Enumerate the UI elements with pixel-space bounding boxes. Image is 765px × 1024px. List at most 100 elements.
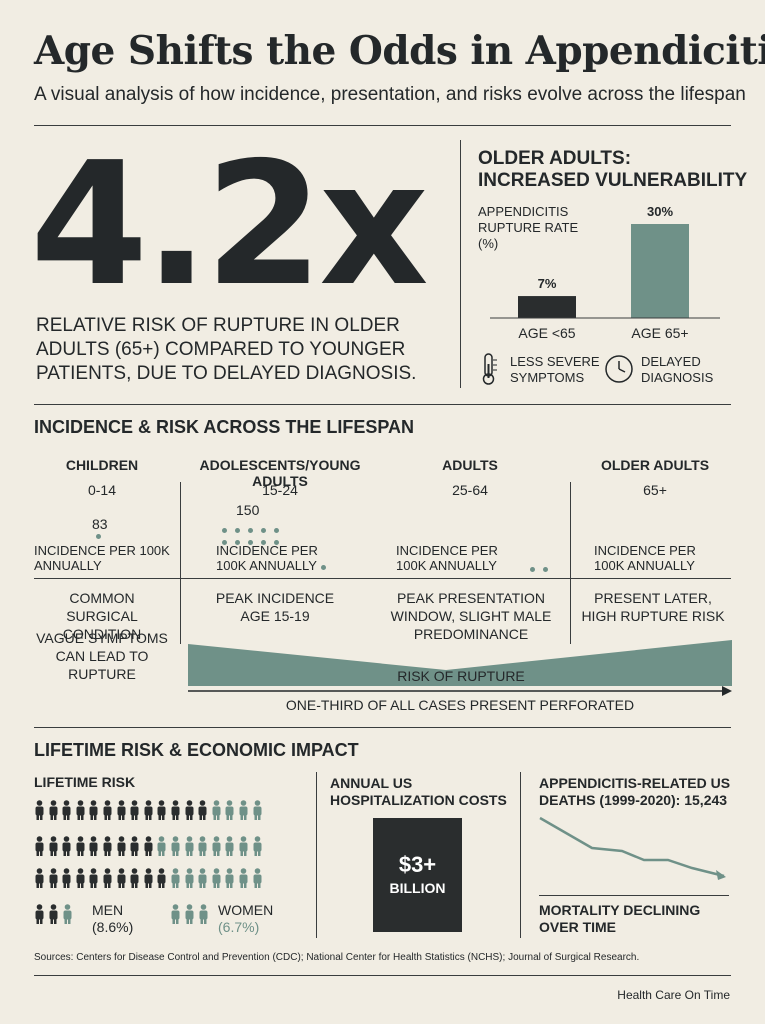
incidence-dot bbox=[248, 540, 253, 545]
person-icon bbox=[198, 836, 207, 856]
incidence-dot bbox=[261, 540, 266, 545]
mortality-caption: MORTALITY DECLINING OVER TIME bbox=[539, 902, 701, 935]
incidence-dot bbox=[222, 528, 227, 533]
deaths-label: APPENDICITIS-RELATED US DEATHS (1999-202… bbox=[539, 775, 731, 808]
person-icon bbox=[76, 836, 85, 856]
person-icon bbox=[157, 800, 166, 820]
divider bbox=[520, 772, 521, 938]
person-icon bbox=[212, 836, 221, 856]
person-icon bbox=[198, 800, 207, 820]
person-icon bbox=[49, 868, 58, 888]
incidence-label-adults: INCIDENCE PER 100k ANNUALLY bbox=[396, 543, 498, 573]
incidence-value-young-adults: 150 bbox=[236, 502, 260, 518]
person-icon bbox=[199, 904, 208, 924]
person-icon bbox=[157, 868, 166, 888]
person-icon bbox=[103, 800, 112, 820]
person-icon bbox=[198, 868, 207, 888]
men-label-block: MEN (8.6%) bbox=[92, 902, 133, 936]
incidence-dot bbox=[321, 565, 326, 570]
rupture-risk-band bbox=[188, 640, 732, 696]
group-name-adults: ADULTS bbox=[442, 457, 498, 473]
person-icon bbox=[185, 868, 194, 888]
incidence-dot bbox=[274, 540, 279, 545]
desc-young-adults: PEAK INCIDENCE AGE 15-19 bbox=[215, 590, 335, 624]
person-icon bbox=[117, 836, 126, 856]
women-value: (6.7%) bbox=[218, 919, 260, 935]
women-label: WOMEN bbox=[218, 902, 274, 918]
group-range-children: 0-14 bbox=[87, 482, 117, 498]
person-icon bbox=[239, 836, 248, 856]
sources-note: Sources: Centers for Disease Control and… bbox=[34, 952, 640, 963]
person-icon bbox=[63, 904, 72, 924]
bar-0 bbox=[518, 296, 576, 318]
divider bbox=[460, 140, 461, 388]
older-adults-heading-2: INCREASED VULNERABILITY bbox=[478, 170, 748, 191]
person-icon bbox=[171, 800, 180, 820]
incidence-dot bbox=[261, 528, 266, 533]
person-icon bbox=[185, 836, 194, 856]
mortality-trend-line bbox=[539, 816, 726, 880]
men-label: MEN bbox=[92, 902, 124, 918]
page-title: Age Shifts the Odds in Appendicitis bbox=[34, 28, 765, 74]
bar-1 bbox=[631, 224, 689, 318]
person-icon bbox=[117, 868, 126, 888]
desc-children-1: COMMON SURGICAL CONDITION bbox=[62, 590, 142, 642]
person-icon bbox=[239, 800, 248, 820]
lifespan-heading: INCIDENCE & RISK ACROSS THE LIFESPAN bbox=[34, 417, 415, 437]
incidence-dot bbox=[274, 528, 279, 533]
person-icon bbox=[103, 868, 112, 888]
person-icon bbox=[35, 836, 44, 856]
lifetime-risk-label: LIFETIME RISK bbox=[34, 774, 136, 790]
person-icon bbox=[35, 868, 44, 888]
person-icon bbox=[171, 904, 180, 924]
older-adults-heading-1: OLDER ADULTS: bbox=[478, 148, 632, 169]
group-range-older-adults: 65+ bbox=[643, 482, 667, 498]
person-icon bbox=[76, 800, 85, 820]
person-icon bbox=[130, 868, 139, 888]
person-icon bbox=[171, 836, 180, 856]
incidence-dot bbox=[96, 534, 101, 539]
divider bbox=[34, 727, 731, 728]
person-icon bbox=[144, 800, 153, 820]
bar-label-0: 7% bbox=[538, 276, 557, 291]
divider bbox=[34, 578, 731, 579]
incidence-dot bbox=[222, 540, 227, 545]
divider bbox=[316, 772, 317, 938]
thermometer-icon bbox=[482, 353, 497, 385]
rupture-band-label: RISK OF RUPTURE bbox=[397, 668, 525, 684]
person-icon bbox=[144, 868, 153, 888]
incidence-dot bbox=[235, 528, 240, 533]
person-icon bbox=[62, 836, 71, 856]
person-icon bbox=[253, 836, 262, 856]
hero-value: 4.2x bbox=[30, 126, 429, 324]
bar-category-0: AGE <65 bbox=[518, 325, 575, 341]
person-icon bbox=[117, 800, 126, 820]
brand-name: Health Care On Time bbox=[617, 988, 730, 1002]
rupture-chart-label: APPENDICITIS RUPTURE RATE (%) bbox=[478, 204, 579, 251]
desc-adults: PEAK PRESENTATION WINDOW, SLIGHT MALE PR… bbox=[390, 590, 552, 642]
person-icon bbox=[89, 800, 98, 820]
divider bbox=[34, 975, 731, 976]
person-icon bbox=[253, 868, 262, 888]
person-icon bbox=[35, 904, 44, 924]
person-icon bbox=[49, 800, 58, 820]
divider bbox=[570, 482, 571, 644]
costs-box: $3+ BILLION bbox=[373, 818, 462, 932]
factor-label-diagnosis: DELAYED DIAGNOSIS bbox=[641, 354, 714, 385]
person-icon bbox=[89, 868, 98, 888]
person-icon bbox=[185, 904, 194, 924]
costs-value: $3+ bbox=[398, 852, 437, 877]
incidence-dot bbox=[248, 528, 253, 533]
divider bbox=[180, 482, 181, 644]
divider bbox=[539, 895, 729, 896]
men-value: (8.6%) bbox=[92, 919, 134, 935]
costs-unit: BILLION bbox=[389, 880, 446, 896]
person-icon bbox=[49, 904, 58, 924]
clock-icon bbox=[605, 355, 633, 383]
person-icon bbox=[35, 800, 44, 820]
group-name-older-adults: OLDER ADULTS bbox=[600, 457, 710, 473]
desc-older-adults: PRESENT LATER, HIGH RUPTURE RISK bbox=[581, 590, 725, 624]
bar-label-1: 30% bbox=[647, 204, 673, 219]
divider bbox=[34, 404, 731, 405]
person-icon bbox=[62, 868, 71, 888]
